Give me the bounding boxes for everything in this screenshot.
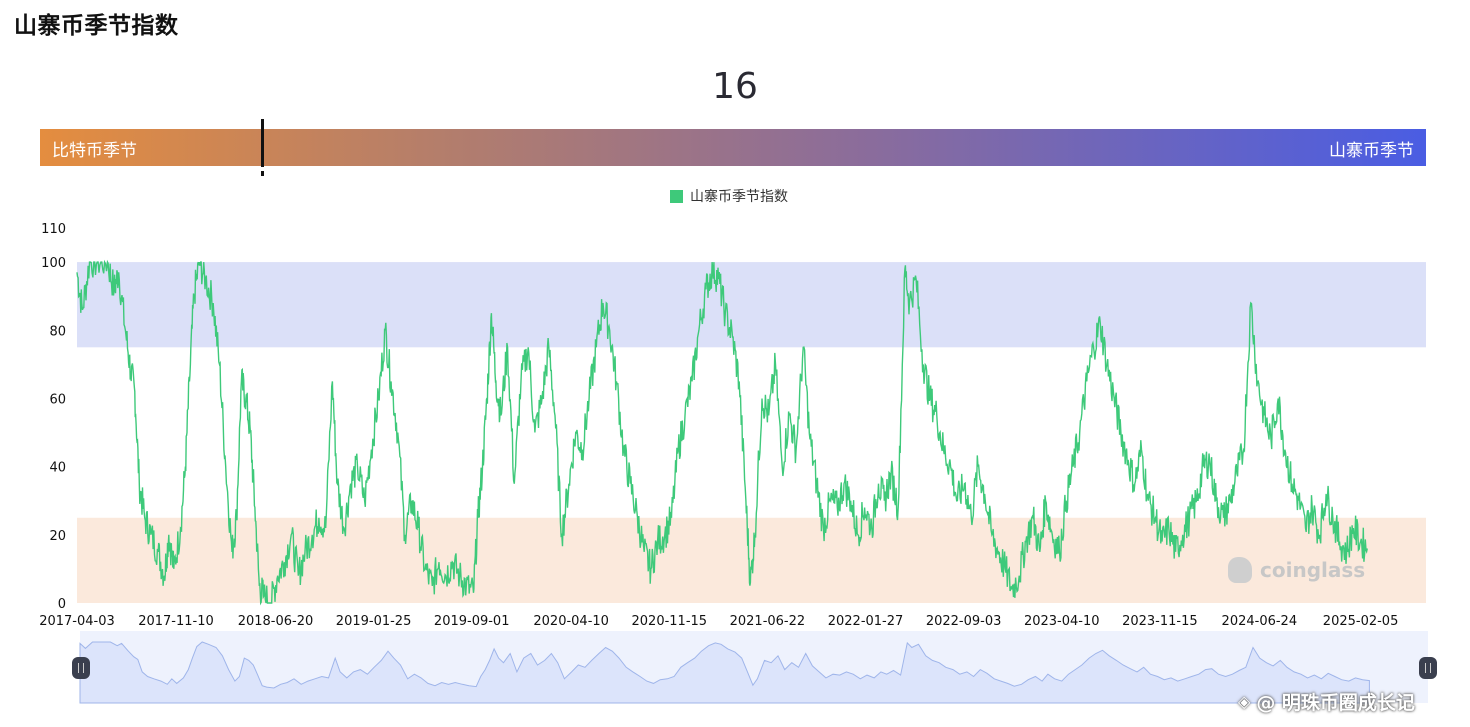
y-tick-label: 40 [49,461,66,476]
diamond-icon: ◈ [1238,692,1251,711]
x-tick-label: 2021-06-22 [730,614,806,629]
navigator-left-handle[interactable] [72,657,90,679]
chart-legend[interactable]: 山寨币季节指数 [670,186,788,206]
altcoin-season-label: 山寨币季节 [1329,141,1414,161]
x-tick-label: 2023-04-10 [1024,614,1100,629]
coinglass-logo-icon [1228,557,1252,583]
x-tick-label: 2020-04-10 [533,614,609,629]
bitcoin-season-label: 比特币季节 [52,141,137,161]
y-tick-label: 100 [41,256,66,271]
x-tick-label: 2022-09-03 [926,614,1002,629]
watermark-text: coinglass [1260,558,1366,582]
y-tick-label: 110 [41,222,66,237]
x-tick-label: 2024-06-24 [1222,614,1298,629]
y-tick-label: 20 [49,529,66,544]
series-line-altcoin-index [76,259,1368,606]
coinglass-watermark: coinglass [1228,557,1365,583]
x-tick-label: 2020-11-15 [632,614,708,629]
x-tick-label: 2023-11-15 [1122,614,1198,629]
credit-text: @ 明珠币圈成长记 [1256,692,1415,714]
altcoin-season-band [77,262,1426,348]
navigator-area [79,641,1370,704]
gauge-marker [260,119,264,176]
x-tick-label: 2017-04-03 [39,614,115,629]
y-tick-label: 0 [58,597,66,612]
x-tick-label: 2019-09-01 [434,614,510,629]
current-index-value: 16 [712,66,758,107]
author-credit: ◈ @ 明珠币圈成长记 [1238,688,1415,715]
legend-swatch [670,189,683,203]
page-title: 山寨币季节指数 [14,13,179,39]
x-tick-label: 2025-02-05 [1323,614,1399,629]
y-tick-label: 80 [49,324,66,339]
x-tick-label: 2019-01-25 [336,614,412,629]
legend-label: 山寨币季节指数 [690,189,788,205]
season-gauge-bar: 比特币季节 山寨币季节 [40,129,1426,166]
x-tick-label: 2018-06-20 [238,614,314,629]
x-tick-label: 2017-11-10 [138,614,214,629]
y-tick-label: 60 [49,392,66,407]
x-tick-label: 2022-01-27 [828,614,904,629]
navigator-right-handle[interactable] [1419,657,1437,679]
